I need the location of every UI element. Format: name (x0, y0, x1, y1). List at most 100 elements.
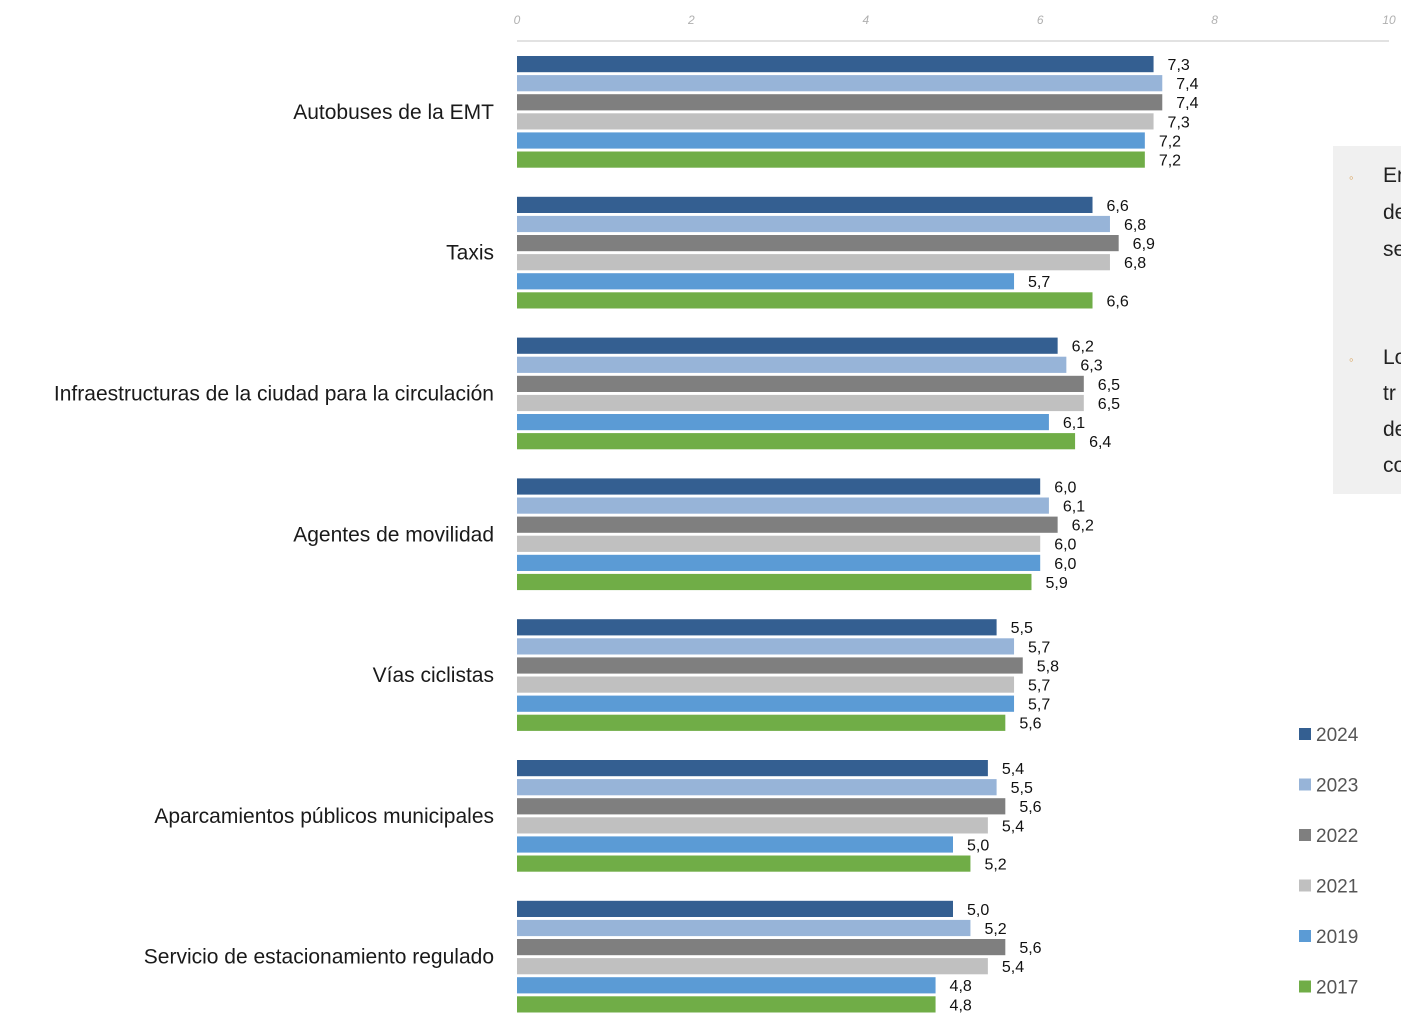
bar (517, 573, 1032, 591)
bar (517, 394, 1084, 412)
bar (517, 638, 1015, 655)
data-label: 5,7 (1028, 678, 1050, 695)
bar (517, 855, 971, 872)
data-label: 7,2 (1159, 153, 1181, 170)
summary-line: se (1383, 238, 1401, 261)
x-tick-label: 8 (1211, 13, 1218, 27)
data-label: 6,5 (1098, 377, 1120, 394)
data-label: 6,5 (1098, 396, 1120, 413)
bar (517, 196, 1093, 213)
data-label: 5,5 (1011, 620, 1033, 637)
category-label: Autobuses de la EMT (293, 101, 494, 124)
bar (517, 798, 1006, 815)
category-label: Taxis (446, 242, 494, 265)
bar (517, 695, 1015, 712)
bar (517, 235, 1119, 252)
legend-swatch (1299, 829, 1311, 841)
data-label: 4,8 (950, 997, 972, 1013)
summary-line: co (1383, 454, 1401, 477)
bullet-icon: ◦ (1349, 170, 1354, 185)
bar (517, 977, 936, 994)
x-tick-label: 6 (1037, 13, 1044, 27)
summary-panel: ◦ En de se ◦ Lo tr de co (1333, 146, 1401, 494)
data-label: 5,4 (1002, 761, 1024, 778)
bar (517, 676, 1015, 693)
bar (517, 535, 1041, 552)
data-label: 7,3 (1168, 57, 1190, 74)
bar (517, 433, 1076, 450)
legend-swatch (1299, 879, 1311, 892)
data-label: 5,0 (967, 902, 989, 919)
bar (517, 939, 1006, 956)
x-tick-label: 2 (687, 13, 695, 27)
data-label: 5,6 (1019, 940, 1041, 957)
data-label: 5,7 (1028, 274, 1050, 291)
data-label: 6,6 (1107, 293, 1129, 310)
data-label: 5,5 (1011, 780, 1033, 797)
bar (517, 356, 1067, 373)
data-label: 5,7 (1028, 697, 1050, 714)
bar (517, 414, 1049, 431)
legend-label: 2017 (1316, 978, 1358, 999)
data-label: 5,8 (1037, 658, 1059, 675)
bar (517, 375, 1084, 392)
data-label: 5,6 (1019, 716, 1041, 733)
category-label: Servicio de estacionamiento regulado (144, 946, 494, 969)
bar (517, 215, 1110, 233)
bar (517, 273, 1015, 290)
summary-line: En (1383, 164, 1401, 187)
bar (517, 619, 997, 636)
legend-swatch (1299, 778, 1311, 791)
x-tick-label: 10 (1382, 13, 1396, 27)
bar (517, 836, 953, 853)
bar (517, 254, 1110, 271)
legend-label: 2022 (1316, 826, 1358, 847)
legend-label: 2021 (1316, 877, 1358, 898)
x-tick-label: 0 (514, 13, 521, 27)
data-label: 6,9 (1133, 236, 1155, 253)
bar (517, 94, 1163, 111)
category-label: Vías ciclistas (373, 664, 494, 687)
data-label: 6,8 (1124, 255, 1146, 272)
legend-swatch (1299, 980, 1311, 993)
bar (517, 760, 988, 777)
data-label: 5,2 (984, 921, 1006, 938)
data-label: 5,4 (1002, 818, 1024, 835)
bar (517, 75, 1163, 92)
category-label: Infraestructuras de la ciudad para la ci… (54, 382, 494, 405)
bar (517, 657, 1023, 674)
legend-label: 2019 (1316, 927, 1358, 948)
data-label: 5,4 (1002, 959, 1024, 976)
data-label: 7,4 (1176, 76, 1198, 93)
data-label: 6,0 (1054, 479, 1076, 496)
data-label: 6,6 (1107, 198, 1129, 215)
summary-line: Lo (1383, 346, 1401, 369)
data-label: 5,7 (1028, 639, 1050, 656)
data-label: 6,1 (1063, 415, 1085, 432)
data-label: 6,8 (1124, 217, 1146, 234)
bar (517, 996, 936, 1013)
summary-line: de (1383, 201, 1401, 224)
summary-line: tr (1383, 382, 1396, 405)
bar (517, 337, 1058, 354)
bar (517, 714, 1006, 731)
bar (517, 56, 1154, 73)
bar (517, 554, 1041, 571)
category-label: Aparcamientos públicos municipales (154, 805, 494, 828)
data-label: 7,3 (1168, 114, 1190, 131)
data-label: 6,2 (1072, 518, 1094, 535)
data-label: 6,0 (1054, 537, 1076, 554)
legend-swatch (1299, 728, 1311, 740)
data-label: 6,2 (1072, 339, 1094, 356)
data-label: 5,0 (967, 837, 989, 854)
bar (517, 151, 1145, 168)
bar (517, 132, 1145, 149)
bar (517, 497, 1049, 514)
summary-line: de (1383, 418, 1401, 441)
data-label: 7,2 (1159, 133, 1181, 150)
x-tick-label: 4 (862, 13, 869, 27)
data-label: 5,6 (1019, 799, 1041, 816)
legend-label: 2024 (1316, 725, 1359, 746)
data-label: 4,8 (950, 978, 972, 995)
